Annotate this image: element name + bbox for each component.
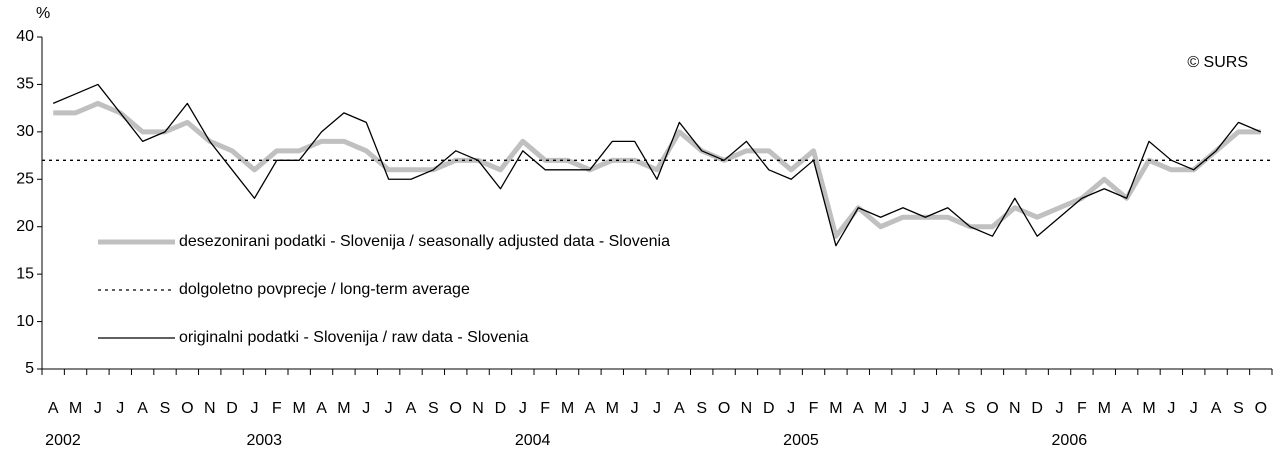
year-label: 2002	[45, 432, 81, 449]
x-tick-label: J	[116, 400, 124, 417]
y-tick-label: 20	[16, 218, 34, 235]
x-tick-label: M	[1098, 400, 1111, 417]
legend-label: originalni podatki - Slovenija / raw dat…	[179, 329, 529, 346]
year-label: 2004	[515, 432, 551, 449]
year-label: 2003	[246, 432, 282, 449]
x-tick-label: A	[1121, 400, 1132, 417]
x-tick-label: D	[226, 400, 238, 417]
x-tick-label: A	[585, 400, 596, 417]
x-tick-label: D	[763, 400, 775, 417]
y-unit: %	[36, 5, 50, 22]
series-line	[52, 83, 1262, 247]
x-tick-label: J	[653, 400, 661, 417]
legend-label: dolgoletno povprecje / long-term average	[179, 281, 470, 298]
x-tick-label: M	[874, 400, 887, 417]
x-tick-label: F	[809, 400, 819, 417]
x-tick-label: J	[631, 400, 639, 417]
x-tick-label: J	[250, 400, 258, 417]
y-tick-label: 5	[25, 360, 34, 377]
x-tick-label: O	[1255, 400, 1267, 417]
y-tick-label: 10	[16, 313, 34, 330]
x-tick-label: M	[606, 400, 619, 417]
x-tick-label: J	[385, 400, 393, 417]
x-tick-label: M	[561, 400, 574, 417]
x-tick-label: N	[741, 400, 753, 417]
x-tick-label: N	[204, 400, 216, 417]
x-tick-label: N	[1009, 400, 1021, 417]
x-tick-label: A	[48, 400, 59, 417]
x-tick-label: F	[272, 400, 282, 417]
x-tick-label: J	[1167, 400, 1175, 417]
x-tick-label: S	[696, 400, 707, 417]
x-tick-label: J	[787, 400, 795, 417]
y-tick-label: 40	[16, 28, 34, 45]
x-tick-label: M	[1142, 400, 1155, 417]
x-tick-label: J	[1056, 400, 1064, 417]
x-tick-label: J	[519, 400, 527, 417]
x-tick-label: O	[986, 400, 998, 417]
x-tick-label: N	[472, 400, 484, 417]
x-tick-label: S	[965, 400, 976, 417]
x-tick-label: D	[1031, 400, 1043, 417]
x-tick-label: J	[94, 400, 102, 417]
x-tick-label: M	[293, 400, 306, 417]
x-tick-label: A	[137, 400, 148, 417]
x-tick-label: J	[1190, 400, 1198, 417]
x-tick-label: A	[853, 400, 864, 417]
y-tick-label: 25	[16, 171, 34, 188]
x-tick-label: F	[540, 400, 550, 417]
x-tick-label: S	[428, 400, 439, 417]
x-tick-label: S	[1233, 400, 1244, 417]
series-line	[53, 100, 1261, 239]
x-tick-label: A	[316, 400, 327, 417]
x-tick-label: J	[899, 400, 907, 417]
x-tick-label: J	[921, 400, 929, 417]
year-label: 2006	[1052, 432, 1088, 449]
y-tick-label: 30	[16, 123, 34, 140]
x-tick-label: J	[362, 400, 370, 417]
x-tick-label: M	[337, 400, 350, 417]
x-tick-label: S	[160, 400, 171, 417]
x-tick-label: D	[495, 400, 507, 417]
x-tick-label: O	[450, 400, 462, 417]
x-tick-label: O	[181, 400, 193, 417]
x-tick-label: A	[942, 400, 953, 417]
x-tick-label: A	[406, 400, 417, 417]
x-tick-label: A	[1211, 400, 1222, 417]
x-tick-label: M	[829, 400, 842, 417]
y-tick-label: 35	[16, 76, 34, 93]
legend-label: desezonirani podatki - Slovenija / seaso…	[179, 233, 670, 250]
x-tick-label: O	[718, 400, 730, 417]
year-label: 2005	[783, 432, 819, 449]
y-tick-label: 15	[16, 265, 34, 282]
x-tick-label: M	[69, 400, 82, 417]
copyright: © SURS	[1187, 54, 1248, 71]
x-tick-label: A	[674, 400, 685, 417]
x-tick-label: F	[1077, 400, 1087, 417]
